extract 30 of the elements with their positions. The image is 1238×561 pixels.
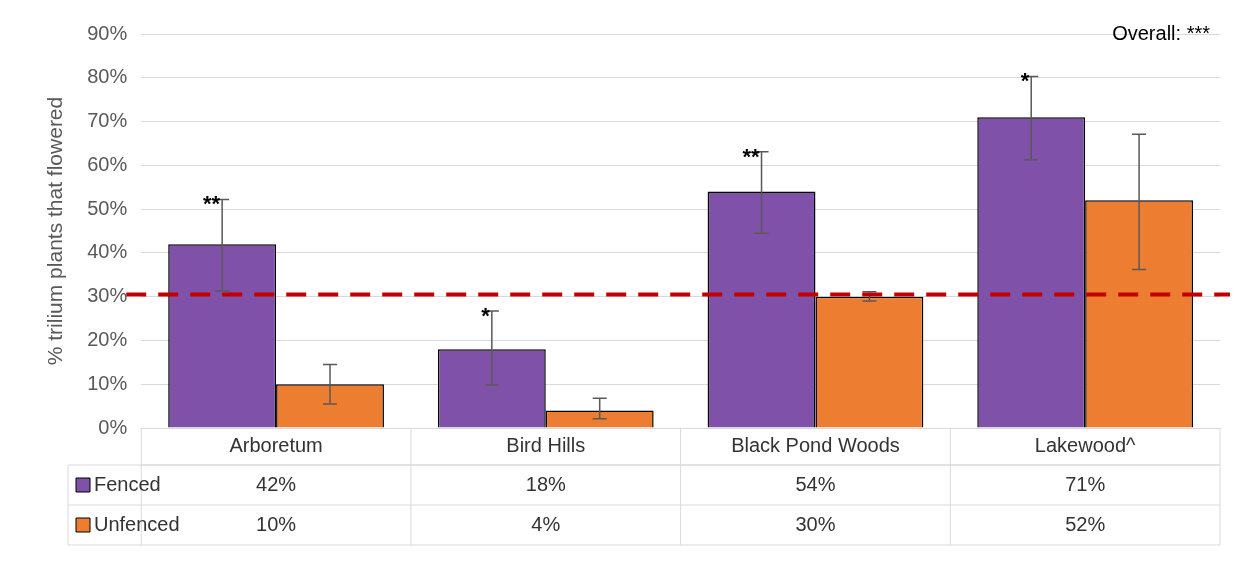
y-axis-title: % trilium plants that flowered <box>43 96 67 366</box>
y-tick-label: 20% <box>87 327 128 350</box>
data-label: 54% <box>795 472 836 495</box>
annotation: ** <box>203 191 221 217</box>
y-tick-label: 0% <box>98 415 128 438</box>
y-tick-label: 10% <box>87 371 128 394</box>
legend-label: Fenced <box>94 472 161 495</box>
y-tick-label: 70% <box>87 109 128 132</box>
x-tick-label: Bird Hills <box>506 434 586 457</box>
x-tick-label: Black Pond Woods <box>731 434 900 457</box>
y-tick-label: 60% <box>87 152 128 175</box>
y-tick-label: 50% <box>87 196 128 219</box>
data-label: 42% <box>256 472 297 495</box>
data-label: 10% <box>256 512 297 535</box>
data-label: 52% <box>1065 512 1106 535</box>
y-tick-label: 40% <box>87 240 128 263</box>
x-tick-label: Arboretum <box>229 434 323 457</box>
data-label: 71% <box>1065 472 1106 495</box>
annotation: * <box>481 303 491 329</box>
y-tick-label: 90% <box>87 21 128 44</box>
data-label: 18% <box>525 472 566 495</box>
annotation: Overall: *** <box>1112 21 1211 44</box>
y-tick-label: 30% <box>87 284 128 307</box>
data-label: 30% <box>795 512 836 535</box>
x-tick-label: Lakewood^ <box>1034 434 1137 457</box>
annotation: ** <box>742 143 760 169</box>
y-tick-label: 80% <box>87 65 128 88</box>
annotation: * <box>1020 68 1030 94</box>
data-label: 4% <box>531 512 561 535</box>
legend-label: Unfenced <box>94 512 180 535</box>
